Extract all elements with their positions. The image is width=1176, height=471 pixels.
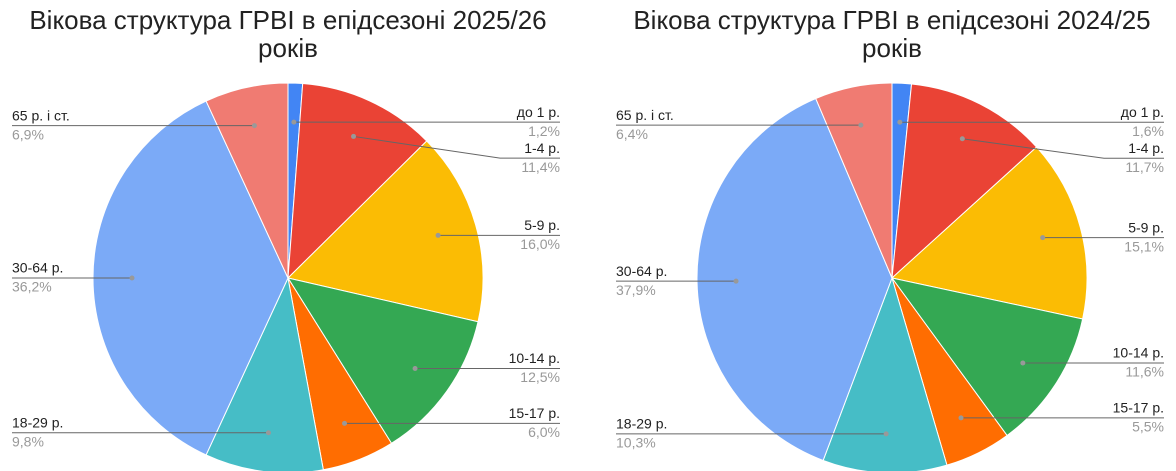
slice-value-label: 1,6% (1132, 123, 1164, 139)
slice-label: 15-17 р. (1113, 400, 1164, 416)
leader-dot (733, 278, 739, 284)
slice-label: 1-4 р. (524, 140, 560, 156)
slice-value-label: 6,4% (616, 126, 648, 142)
chart-title: Вікова структура ГРВІ в епідсезоні 2025/… (29, 5, 547, 63)
pie-slice (815, 82, 893, 279)
leader-dot (1020, 360, 1026, 366)
slice-value-label: 37,9% (616, 282, 656, 298)
leader-dot (291, 119, 297, 125)
chart-title: Вікова структура ГРВІ в епідсезоні 2024/… (633, 5, 1151, 63)
slice-label: 65 р. і ст. (12, 107, 70, 123)
slice-label: 15-17 р. (509, 405, 560, 421)
slice-label: 5-9 р. (1128, 219, 1164, 235)
leader-dot (435, 232, 441, 238)
slice-label: 18-29 р. (12, 414, 63, 430)
leader-dot (251, 123, 257, 129)
slice-value-label: 1,2% (528, 123, 560, 139)
pie-slice (287, 83, 428, 280)
leader-line (353, 135, 560, 159)
pie-slice (287, 140, 484, 323)
slice-value-label: 9,8% (12, 433, 44, 449)
leader-dot (351, 133, 357, 139)
leader-dot (342, 420, 348, 426)
slice-label: 30-64 р. (12, 260, 63, 276)
leader-line (962, 138, 1164, 159)
leader-dot (883, 431, 889, 437)
slice-value-label: 6,9% (12, 126, 44, 142)
leader-dot (412, 366, 418, 372)
leader-dot (858, 122, 864, 128)
slice-label: 10-14 р. (509, 350, 560, 366)
pie-slice (890, 277, 1084, 437)
slice-value-label: 15,1% (1124, 238, 1164, 254)
slice-label: до 1 р. (1121, 104, 1164, 120)
slice-value-label: 10,3% (616, 435, 656, 451)
slice-label: 18-29 р. (616, 416, 667, 432)
leader-dot (897, 119, 903, 125)
leader-dot (129, 275, 135, 281)
slice-label: 65 р. і ст. (616, 107, 674, 123)
pie-slice (205, 82, 289, 279)
leader-dot (959, 136, 965, 142)
slice-value-label: 5,5% (1132, 419, 1164, 435)
pie-slice (696, 97, 893, 462)
leader-dot (958, 415, 964, 421)
pie-slice (822, 276, 948, 471)
pie-slice (891, 83, 1038, 280)
slice-value-label: 12,5% (520, 369, 560, 385)
slice-label: 5-9 р. (524, 217, 560, 233)
pie-slice (890, 146, 1088, 320)
pie-slice (286, 277, 479, 444)
slice-label: 30-64 р. (616, 263, 667, 279)
slice-label: до 1 р. (517, 104, 560, 120)
slice-value-label: 11,7% (1125, 159, 1164, 175)
slice-value-label: 16,0% (520, 236, 560, 252)
slice-value-label: 36,2% (12, 279, 52, 295)
slice-value-label: 11,4% (521, 159, 560, 175)
leader-dot (265, 430, 271, 436)
leader-dot (1040, 235, 1046, 241)
slice-value-label: 11,6% (1125, 364, 1164, 380)
slice-label: 10-14 р. (1113, 345, 1164, 361)
slice-label: 1-4 р. (1128, 140, 1164, 156)
slice-value-label: 6,0% (528, 424, 560, 440)
